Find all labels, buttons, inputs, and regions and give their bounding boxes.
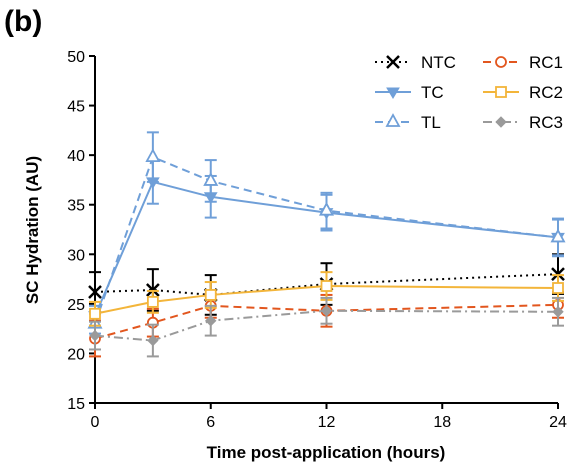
data-point [146, 295, 159, 308]
legend-item-tl: TL [375, 113, 441, 132]
data-point [552, 282, 564, 294]
legend-marker [385, 113, 401, 127]
legend-marker [495, 86, 507, 98]
legend-item-rc3: RC3 [483, 113, 563, 132]
data-point [88, 285, 102, 299]
x-tick-label: 0 [91, 414, 100, 431]
legend-item-rc1: RC1 [483, 53, 563, 72]
y-tick-label: 40 [67, 148, 85, 165]
legend-label: RC3 [529, 113, 563, 132]
data-point [203, 172, 219, 186]
series-layer [87, 131, 566, 358]
x-axis-title: Time post-application (hours) [207, 443, 446, 462]
series-rc3 [89, 296, 564, 358]
x-tick-label: 18 [433, 414, 451, 431]
y-axis-title: SC Hydration (AU) [23, 156, 42, 304]
legend-label: NTC [421, 53, 456, 72]
legend-marker [495, 56, 507, 68]
x-tick-label: 12 [318, 414, 336, 431]
legend-item-rc2: RC2 [483, 83, 563, 102]
y-tick-label: 45 [67, 99, 85, 116]
legend-item-ntc: NTC [375, 53, 456, 72]
legend-label: RC2 [529, 83, 563, 102]
y-tick-label: 35 [67, 198, 85, 215]
data-point [89, 329, 101, 342]
y-tick-label: 30 [67, 247, 85, 264]
x-tick-label: 6 [206, 414, 215, 431]
data-point [147, 334, 159, 347]
data-point [145, 148, 161, 163]
data-point [550, 228, 566, 243]
legend-label: RC1 [529, 53, 563, 72]
x-tick-label: 24 [549, 414, 567, 431]
y-tick-label: 15 [67, 396, 85, 413]
legend: NTC TC TL RC1 RC2 RC3 [375, 53, 563, 132]
legend-marker [495, 116, 507, 128]
panel-label: (b) [4, 5, 42, 38]
legend-label: TL [421, 113, 441, 132]
axes: 15 20 25 30 35 40 45 50 0 6 12 18 24 [67, 49, 567, 431]
data-point [320, 305, 333, 317]
data-point [552, 306, 564, 318]
legend-marker [386, 55, 400, 69]
legend-item-tc: TC [375, 83, 444, 102]
data-point [205, 315, 217, 327]
data-point [204, 289, 217, 301]
data-point [320, 280, 333, 292]
legend-marker [386, 87, 400, 99]
y-tick-label: 25 [67, 297, 85, 314]
y-tick-label: 50 [67, 49, 85, 66]
y-tick-label: 20 [67, 346, 85, 363]
data-point [89, 307, 101, 320]
data-point [318, 201, 335, 216]
legend-label: TC [421, 83, 444, 102]
